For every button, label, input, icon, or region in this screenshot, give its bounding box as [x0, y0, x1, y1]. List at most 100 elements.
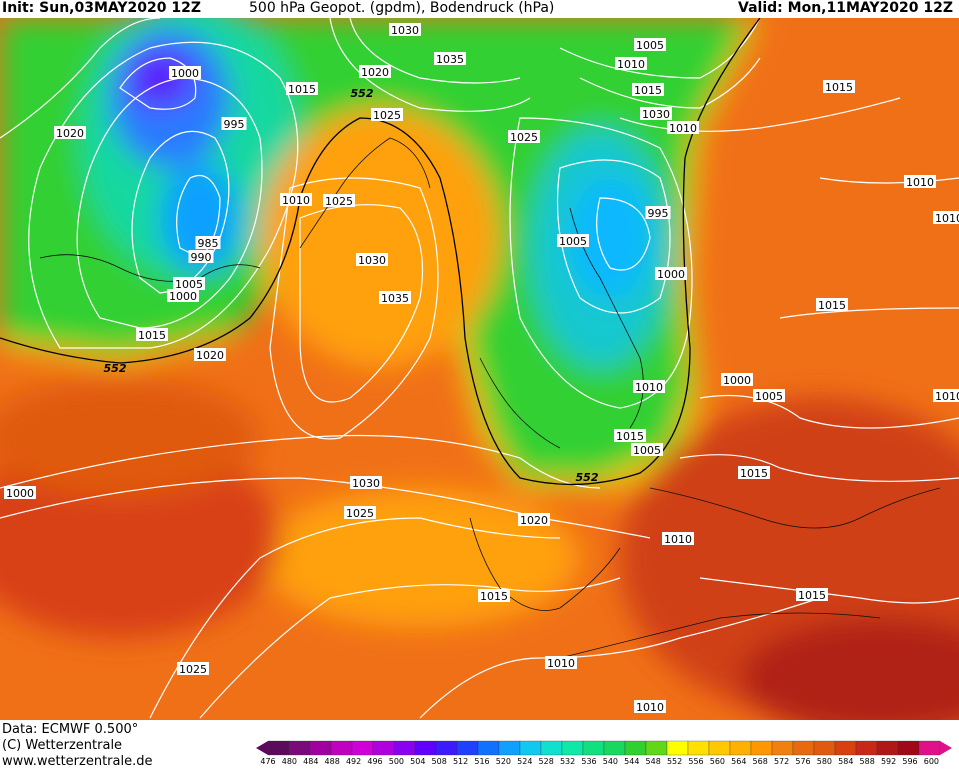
- svg-text:1025: 1025: [373, 109, 401, 122]
- svg-text:1010: 1010: [635, 381, 663, 394]
- scale-tick-label: 572: [773, 757, 790, 766]
- scale-tick-label: 600: [923, 757, 940, 766]
- isobar-label: 1010: [633, 380, 665, 394]
- scale-tick-label: 508: [431, 757, 447, 766]
- isobar-label: 1025: [508, 130, 540, 144]
- isobar-label: 995: [645, 206, 671, 220]
- scale-swatch: [477, 740, 500, 756]
- svg-text:985: 985: [198, 237, 219, 250]
- scale-swatch: [519, 740, 542, 756]
- scale-tick-label: 492: [345, 757, 362, 766]
- svg-text:1015: 1015: [138, 329, 166, 342]
- svg-text:1000: 1000: [169, 290, 197, 303]
- scale-tick-label: 480: [281, 757, 298, 766]
- svg-text:1015: 1015: [634, 84, 662, 97]
- isobar-label: 1025: [177, 662, 209, 676]
- scale-swatch: [330, 740, 353, 756]
- svg-text:1015: 1015: [480, 590, 508, 603]
- website-url: www.wetterzentrale.de: [2, 754, 153, 769]
- scale-tick-label: 528: [538, 757, 554, 766]
- isobar-label: 1030: [356, 253, 388, 267]
- svg-text:1020: 1020: [361, 66, 389, 79]
- svg-text:1015: 1015: [288, 83, 316, 96]
- scale-tick-label: 520: [495, 757, 512, 766]
- scale-swatch: [372, 740, 395, 756]
- isobar-label: 1010: [615, 57, 647, 71]
- scale-tick-label: 496: [367, 757, 383, 766]
- isobar-label: 1010: [933, 389, 959, 403]
- isobar-label: 1015: [632, 83, 664, 97]
- svg-text:1005: 1005: [633, 444, 661, 457]
- isobar-label: 1035: [434, 52, 466, 66]
- data-source: Data: ECMWF 0.500°: [2, 722, 139, 737]
- svg-text:1015: 1015: [616, 430, 644, 443]
- isobar-label: 1010: [933, 211, 959, 225]
- pressure-labels: 1030 1005 1010 1015 1015 1020 1035 1000 1015 552 1…: [4, 23, 959, 714]
- svg-text:552: 552: [576, 471, 599, 484]
- svg-text:1015: 1015: [740, 467, 768, 480]
- scale-arrow-left: [256, 741, 268, 755]
- svg-text:1000: 1000: [6, 487, 34, 500]
- scale-tick-label: 580: [816, 757, 833, 766]
- isobar-label: 1015: [136, 328, 168, 342]
- isobar-label: 1025: [323, 194, 355, 208]
- scale-swatch: [918, 740, 941, 756]
- isobar-label: 1000: [655, 267, 687, 281]
- svg-text:1010: 1010: [282, 194, 310, 207]
- scale-tick-label: 564: [731, 757, 747, 766]
- svg-text:1020: 1020: [196, 349, 224, 362]
- svg-text:995: 995: [648, 207, 669, 220]
- isobar-label: 1015: [823, 80, 855, 94]
- svg-text:1020: 1020: [56, 127, 84, 140]
- isobar-label: 1000: [721, 373, 753, 387]
- isobar-label: 995: [221, 117, 247, 131]
- scale-tick-label: 484: [303, 757, 319, 766]
- svg-text:1010: 1010: [935, 212, 959, 225]
- svg-text:1030: 1030: [642, 108, 670, 121]
- geopotential-color-fill: [0, 18, 959, 720]
- scale-swatch: [876, 740, 899, 756]
- svg-text:1030: 1030: [358, 254, 386, 267]
- weather-map: 1030 1005 1010 1015 1015 1020 1035 1000 1015 552 1…: [0, 18, 959, 720]
- scale-swatch: [687, 740, 710, 756]
- svg-text:1005: 1005: [175, 278, 203, 291]
- svg-text:1015: 1015: [818, 299, 846, 312]
- scale-tick-label: 544: [624, 757, 640, 766]
- svg-text:990: 990: [191, 251, 212, 264]
- scale-tick-label: 476: [260, 757, 276, 766]
- svg-text:552: 552: [351, 87, 374, 100]
- isobar-label: 1015: [286, 82, 318, 96]
- color-scale-bar: [256, 740, 952, 756]
- isobar-label: 1010: [280, 193, 312, 207]
- scale-tick-label: 504: [410, 757, 426, 766]
- scale-tick-label: 516: [474, 757, 490, 766]
- scale-swatch: [813, 740, 836, 756]
- svg-text:1015: 1015: [798, 589, 826, 602]
- valid-time: Valid: Mon,11MAY2020 12Z: [738, 0, 953, 16]
- svg-text:1010: 1010: [617, 58, 645, 71]
- isobar-label: 1015: [614, 429, 646, 443]
- svg-text:1030: 1030: [391, 24, 419, 37]
- isobar-label: 985: [195, 236, 221, 250]
- geopotential-contour-label: 552: [576, 471, 599, 484]
- isobar-label: 1025: [344, 506, 376, 520]
- scale-swatch: [393, 740, 416, 756]
- scale-tick-label: 576: [795, 757, 811, 766]
- svg-text:1025: 1025: [510, 131, 538, 144]
- scale-tick-label: 592: [880, 757, 897, 766]
- scale-tick-label: 488: [324, 757, 340, 766]
- isobar-label: 1015: [796, 588, 828, 602]
- scale-arrow-right: [940, 741, 952, 755]
- 552-gpdm-contour: [0, 18, 761, 486]
- scale-swatch: [435, 740, 458, 756]
- isobar-label: 1000: [4, 486, 36, 500]
- map-title: 500 hPa Geopot. (gpdm), Bodendruck (hPa): [249, 0, 555, 16]
- scale-swatch: [351, 740, 374, 756]
- scale-swatch: [288, 740, 311, 756]
- svg-text:1030: 1030: [352, 477, 380, 490]
- svg-text:1010: 1010: [669, 122, 697, 135]
- isobar-label: 1005: [634, 38, 666, 52]
- isobar-label: 1025: [371, 108, 403, 122]
- svg-text:1010: 1010: [935, 390, 959, 403]
- scale-tick-label: 588: [859, 757, 875, 766]
